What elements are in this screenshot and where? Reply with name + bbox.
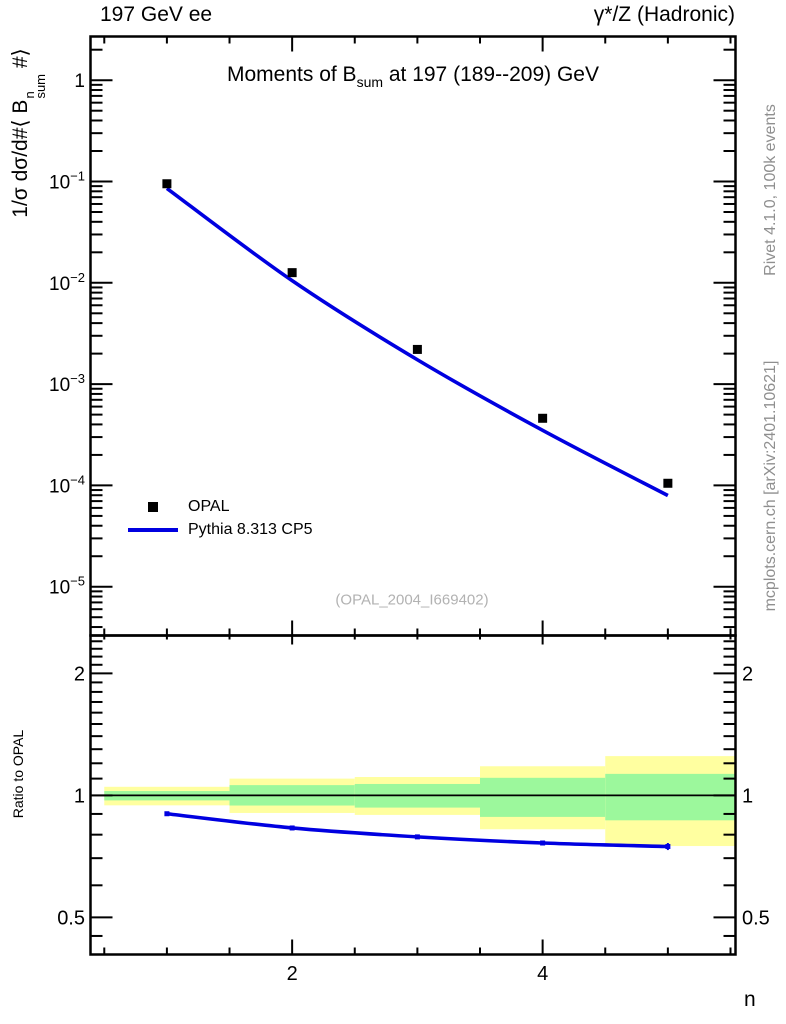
ratio-band-green-bin4 <box>480 777 606 817</box>
legend-label-pythia: Pythia 8.313 CP5 <box>188 520 313 538</box>
ratio-point-n5 <box>665 843 671 849</box>
y-tick-label: 10−1 <box>49 169 85 194</box>
ratio-axis-label: Ratio to OPAL <box>10 729 26 819</box>
plot-title-text: Moments of B <box>227 63 357 86</box>
pythia-curve <box>165 186 669 498</box>
opal-square-marker-icon <box>148 501 158 512</box>
opal-data-point-n3 <box>412 344 422 354</box>
mcplots-arxiv-note: mcplots.cern.ch [arXiv:2401.10621] <box>762 360 779 612</box>
legend: OPAL Pythia 8.313 CP5 <box>127 495 313 541</box>
y-tick-label: 1 <box>74 71 85 92</box>
legend-item-opal: OPAL <box>127 495 313 518</box>
ratio-tick-label-left: 1 <box>74 785 85 807</box>
plot-title-text-2: at 197 (189--209) GeV <box>383 63 599 86</box>
opal-data-point-n4 <box>538 413 548 423</box>
opal-data-point-n2 <box>287 268 297 278</box>
analysis-id-watermark: (OPAL_2004_I669402) <box>335 591 489 609</box>
upper-panel-border <box>89 35 737 637</box>
y-axis-label-stack: n sum <box>22 73 48 99</box>
header-process: γ*/Z (Hadronic) <box>593 3 735 26</box>
legend-item-pythia: Pythia 8.313 CP5 <box>127 518 313 541</box>
ratio-point-n4 <box>540 840 546 846</box>
y-tick-label: 10−4 <box>49 472 85 497</box>
y-axis-label-pre: 1/σ dσ/d#⟨ B <box>8 99 32 218</box>
y-tick-label: 10−5 <box>49 574 85 599</box>
ratio-band-green-bin5 <box>605 773 736 821</box>
ratio-tick-label-right: 1 <box>742 785 753 807</box>
opal-data-point-n5 <box>663 478 673 488</box>
ratio-tick-label-right: 2 <box>742 663 753 685</box>
ratio-tick-label-left: 2 <box>74 663 85 685</box>
plot-title: Moments of Bsum at 197 (189--209) GeV <box>203 63 623 90</box>
plot-title-subscript: sum <box>356 74 384 90</box>
ratio-tick-label-right: 0.5 <box>742 907 770 929</box>
ratio-point-n3 <box>414 834 420 840</box>
y-tick-label: 10−3 <box>49 371 85 396</box>
opal-data-point-n1 <box>162 179 172 189</box>
y-axis-label-sub: sum <box>33 73 48 99</box>
legend-icon-cell <box>127 527 179 532</box>
rivet-version-note: Rivet 4.1.0, 100k events <box>762 104 779 276</box>
x-tick-label: 4 <box>537 963 548 985</box>
x-tick-label: 2 <box>287 963 298 985</box>
pythia-line-icon <box>128 527 178 532</box>
y-axis-label-post: #⟩ <box>8 48 32 74</box>
y-tick-label: 10−2 <box>49 270 85 295</box>
ratio-point-n1 <box>164 811 170 817</box>
legend-icon-cell <box>127 501 179 512</box>
ratio-tick-label-left: 0.5 <box>57 907 85 929</box>
legend-label-opal: OPAL <box>188 497 230 515</box>
ratio-point-n2 <box>289 825 295 831</box>
header-beam-energy: 197 GeV ee <box>100 3 213 26</box>
x-axis-label: n <box>744 988 756 1011</box>
